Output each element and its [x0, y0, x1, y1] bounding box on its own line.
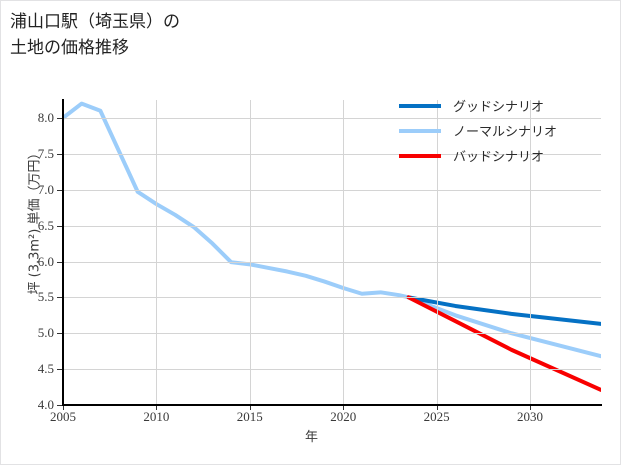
gridline-horizontal: [63, 117, 601, 119]
y-axis-tick-mark: [57, 153, 62, 155]
line-normal-scenario: [63, 101, 601, 359]
y-axis-tick-labels: 8.0 7.5 7.0 6.5 6.0 5.5 5.0 4.5 4.0: [1, 1, 54, 466]
legend-item-label: ノーマルシナリオ: [453, 125, 558, 140]
line-good-scenario: [406, 295, 601, 326]
y-axis-tick-label: 4.5: [37, 361, 54, 377]
legend-item[interactable]: グッドシナリオ: [399, 93, 604, 118]
x-axis-tick-mark: [156, 406, 158, 410]
y-axis-spine: [62, 99, 64, 406]
y-axis-tick-label: 8.0: [37, 109, 54, 125]
chart-title: 浦山口駅（埼玉県）の 土地の価格推移: [10, 12, 180, 58]
gridline-horizontal: [63, 369, 601, 371]
legend-item[interactable]: ノーマルシナリオ: [399, 118, 604, 143]
x-axis-tick-label: 2030: [517, 409, 543, 424]
plot-area: [63, 100, 601, 406]
y-axis-tick-mark: [57, 189, 62, 191]
gridline-vertical: [156, 100, 158, 405]
legend-item[interactable]: バッドシナリオ: [399, 143, 604, 168]
x-axis-tick-mark: [249, 406, 251, 410]
x-axis-tick-label: 2025: [423, 409, 450, 424]
x-axis-tick-label: 2015: [236, 409, 263, 424]
y-axis-tick-mark: [57, 117, 62, 119]
y-axis-tick-label: 7.0: [37, 181, 54, 197]
x-axis-spine: [62, 404, 602, 406]
x-axis-tick-mark: [63, 406, 64, 410]
y-axis-tick-label: 6.5: [37, 217, 54, 233]
y-axis-tick-mark: [57, 333, 62, 335]
legend-color-swatch: [399, 128, 441, 133]
chart-legend: グッドシナリオ ノーマルシナリオ バッドシナリオ: [399, 93, 604, 168]
gridline-horizontal: [63, 261, 601, 263]
gridline-vertical: [436, 100, 438, 405]
y-axis-tick-label: 7.5: [37, 145, 54, 161]
y-axis-tick-label: 4.0: [37, 397, 54, 412]
gridline-horizontal: [63, 153, 601, 155]
legend-color-swatch: [399, 153, 441, 158]
legend-item-label: グッドシナリオ: [453, 100, 545, 115]
gridline-horizontal: [63, 297, 601, 299]
y-axis-tick-mark: [57, 297, 62, 299]
y-axis-tick-mark: [57, 369, 62, 371]
x-axis-title: 年: [304, 430, 318, 445]
x-axis-tick-label: 2020: [330, 409, 357, 424]
x-axis-tick-mark: [436, 406, 438, 410]
gridline-horizontal: [63, 333, 601, 335]
y-axis-tick-mark: [57, 261, 62, 263]
legend-color-swatch: [399, 103, 441, 108]
y-axis-tick-mark: [57, 405, 62, 406]
x-axis-tick-mark: [343, 406, 345, 410]
x-axis-tick-mark: [530, 406, 531, 410]
gridline-vertical: [530, 100, 531, 405]
gridline-horizontal: [63, 225, 601, 227]
y-axis-tick-label: 6.0: [37, 253, 54, 269]
legend-item-label: バッドシナリオ: [453, 150, 545, 165]
gridline-vertical: [343, 100, 345, 405]
x-axis-tick-label: 2005: [50, 409, 76, 424]
gridline-horizontal: [63, 189, 601, 191]
y-axis-title: 坪 (3.3m²) 単価（万円）: [27, 146, 43, 295]
y-axis-tick-label: 5.0: [37, 325, 54, 341]
y-axis-tick-label: 5.5: [37, 289, 54, 305]
y-axis-tick-mark: [57, 225, 62, 227]
x-axis-tick-label: 2010: [143, 409, 170, 424]
gridline-vertical: [249, 100, 251, 405]
